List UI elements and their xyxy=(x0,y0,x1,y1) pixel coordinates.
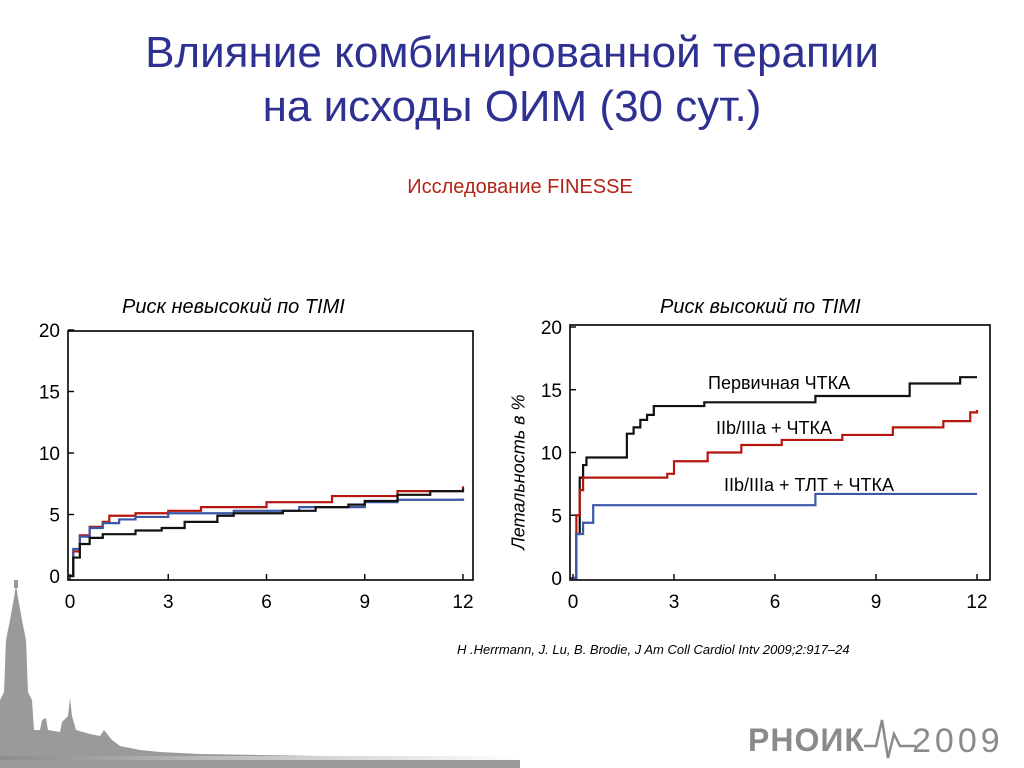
left-series-line-2 xyxy=(70,488,465,578)
right-x-tick-label: 9 xyxy=(871,592,882,613)
right-y-tick-label: 10 xyxy=(541,444,562,465)
right-y-tick-label: 20 xyxy=(541,318,562,339)
citation: H .Herrmann, J. Lu, B. Brodie, J Am Coll… xyxy=(457,642,850,657)
left-y-tick-label: 0 xyxy=(49,567,60,588)
right-x-tick-label: 6 xyxy=(770,592,781,613)
right-x-tick-label: 3 xyxy=(669,592,680,613)
right-series-annotation: IIb/IIIa + ЧТКА xyxy=(716,418,832,438)
left-x-tick-label: 12 xyxy=(452,592,473,613)
right-x-tick-label: 12 xyxy=(966,592,987,613)
logo-heartbeat-icon xyxy=(864,719,916,759)
right-y-tick-label: 0 xyxy=(551,569,562,590)
right-series-line-0 xyxy=(573,376,977,580)
title-line-2: на исходы ОИМ (30 сут.) xyxy=(262,82,762,131)
right-series-line-1 xyxy=(573,409,979,580)
left-y-tick-label: 15 xyxy=(39,383,60,404)
left-x-tick-label: 0 xyxy=(65,592,76,613)
right-y-tick-label: 15 xyxy=(541,381,562,402)
left-y-tick-label: 20 xyxy=(39,321,60,342)
right-plot-frame xyxy=(569,324,991,581)
left-x-tick-label: 9 xyxy=(359,592,370,613)
right-series-annotation: IIb/IIIa + ТЛТ + ЧТКА xyxy=(724,475,894,495)
logo-year: 2009 xyxy=(912,722,1004,760)
left-series-line-0 xyxy=(70,486,465,578)
right-series-line-2 xyxy=(573,492,977,580)
right-chart-title: Риск высокий по TIMI xyxy=(660,296,861,318)
study-subtitle: Исследование FINESSE xyxy=(407,176,633,198)
kremlin-skyline-image xyxy=(0,580,520,768)
left-chart-title: Риск невысокий по TIMI xyxy=(122,296,345,318)
title-line-1: Влияние комбинированной терапии xyxy=(145,28,879,77)
right-y-tick-label: 5 xyxy=(551,506,562,527)
page-title: Влияние комбинированной терапии на исход… xyxy=(0,26,1024,134)
right-x-tick-label: 0 xyxy=(568,592,579,613)
left-x-tick-label: 6 xyxy=(261,592,272,613)
left-plot-frame xyxy=(67,330,474,581)
left-y-tick-label: 10 xyxy=(39,444,60,465)
left-y-tick-label: 5 xyxy=(49,506,60,527)
logo-name: РНОИК xyxy=(748,722,865,758)
right-series-annotation: Первичная ЧТКА xyxy=(708,373,850,393)
left-x-tick-label: 3 xyxy=(163,592,174,613)
